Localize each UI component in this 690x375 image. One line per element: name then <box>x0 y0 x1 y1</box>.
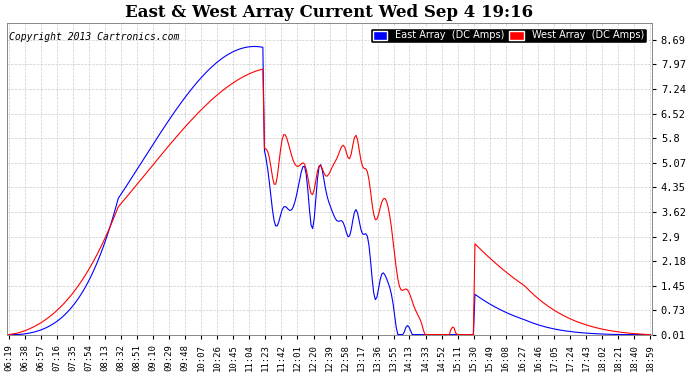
West Array  (DC Amps) <box>260 146 268 151</box>
West Array  (DC Amps) <box>259 67 267 71</box>
West Array  (DC Amps) <box>473 243 481 248</box>
West Array  (DC Amps) <box>469 332 477 337</box>
Title: East & West Array Current Wed Sep 4 19:16: East & West Array Current Wed Sep 4 19:1… <box>126 4 533 21</box>
Legend: East Array  (DC Amps), West Array  (DC Amps): East Array (DC Amps), West Array (DC Amp… <box>370 28 647 44</box>
West Array  (DC Amps) <box>410 304 418 308</box>
East Array  (DC Amps) <box>214 59 222 64</box>
West Array  (DC Amps) <box>5 332 13 337</box>
East Array  (DC Amps) <box>260 148 268 153</box>
Line: West Array  (DC Amps): West Array (DC Amps) <box>9 69 650 334</box>
East Array  (DC Amps) <box>473 293 481 298</box>
East Array  (DC Amps) <box>646 332 654 337</box>
East Array  (DC Amps) <box>82 284 90 288</box>
Line: East Array  (DC Amps): East Array (DC Amps) <box>9 46 650 334</box>
East Array  (DC Amps) <box>469 332 477 337</box>
East Array  (DC Amps) <box>410 332 418 337</box>
West Array  (DC Amps) <box>214 92 222 97</box>
East Array  (DC Amps) <box>250 44 259 49</box>
Text: Copyright 2013 Cartronics.com: Copyright 2013 Cartronics.com <box>8 32 179 42</box>
West Array  (DC Amps) <box>646 332 654 337</box>
East Array  (DC Amps) <box>5 332 13 337</box>
West Array  (DC Amps) <box>82 272 90 276</box>
